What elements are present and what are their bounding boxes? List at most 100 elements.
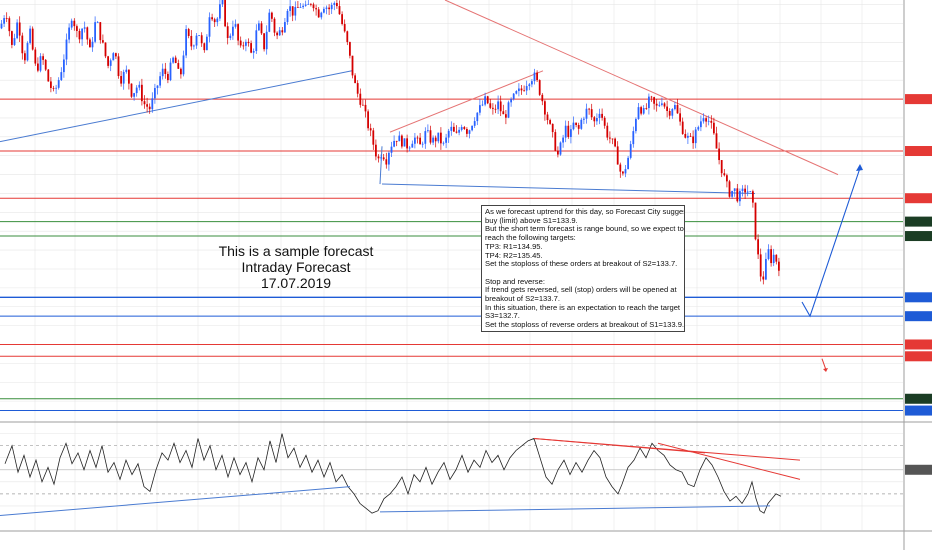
candle-body bbox=[299, 7, 302, 8]
candle-body bbox=[167, 73, 169, 81]
candle-body bbox=[720, 160, 723, 174]
candle-body bbox=[302, 5, 304, 8]
note-line: buy (limit) above S1=133.9. bbox=[485, 215, 578, 225]
candle-body bbox=[182, 55, 185, 75]
candle-body bbox=[554, 132, 557, 151]
candle-body bbox=[707, 120, 710, 122]
candle-body bbox=[414, 137, 416, 144]
candle-body bbox=[86, 27, 89, 40]
candle-body bbox=[424, 131, 427, 144]
candle-body bbox=[694, 129, 697, 144]
candle-body bbox=[596, 118, 598, 122]
candle-body bbox=[221, 0, 224, 5]
candle-body bbox=[611, 138, 614, 140]
candle-body bbox=[390, 146, 393, 153]
candle-body bbox=[304, 4, 307, 6]
candle-body bbox=[676, 105, 679, 114]
candle-body bbox=[588, 108, 590, 110]
grid bbox=[0, 0, 903, 530]
candle-body bbox=[395, 140, 398, 142]
candle-body bbox=[661, 103, 663, 105]
candle-body bbox=[24, 53, 26, 61]
forecast-note: As we forecast uptrend for this day, so … bbox=[481, 205, 685, 332]
candle-body bbox=[710, 120, 713, 123]
candle-body bbox=[180, 68, 182, 75]
candle-body bbox=[115, 53, 117, 57]
note-line: TP4: R2=135.45. bbox=[485, 250, 543, 260]
candle-body bbox=[718, 148, 720, 161]
candle-body bbox=[450, 126, 453, 131]
candle-body bbox=[700, 121, 702, 128]
candle-body bbox=[580, 119, 583, 129]
note-line: Set the stoploss of reverse orders at br… bbox=[485, 320, 685, 330]
candle-body bbox=[518, 88, 520, 92]
candle-body bbox=[174, 57, 177, 64]
candle-body bbox=[333, 3, 336, 5]
candle-body bbox=[258, 23, 260, 31]
candle-body bbox=[681, 121, 684, 134]
candle-body bbox=[767, 249, 770, 259]
candle-body bbox=[135, 87, 138, 94]
candle-body bbox=[133, 93, 135, 97]
candle-body bbox=[658, 104, 661, 106]
candle-body bbox=[749, 191, 752, 193]
trendlines bbox=[0, 0, 863, 372]
candle-body bbox=[336, 3, 338, 7]
candle-body bbox=[185, 29, 187, 56]
candle-body bbox=[255, 30, 258, 51]
candle-body bbox=[198, 35, 200, 37]
candle-body bbox=[50, 81, 52, 88]
candle-body bbox=[208, 17, 211, 37]
candle-body bbox=[762, 276, 765, 280]
trendline-red-channel bbox=[389, 70, 544, 133]
candle-body bbox=[736, 188, 739, 202]
candle-body bbox=[427, 130, 429, 132]
candle-body bbox=[697, 127, 700, 130]
candle-body bbox=[226, 26, 229, 39]
candle-body bbox=[609, 137, 611, 139]
osc-trendline-red-3 bbox=[657, 442, 801, 480]
candle-body bbox=[112, 53, 115, 61]
candle-body bbox=[161, 68, 164, 77]
candle-body bbox=[723, 173, 726, 176]
price-tag bbox=[905, 351, 932, 362]
candle-body bbox=[141, 84, 143, 102]
candle-body bbox=[380, 157, 382, 159]
candle-body bbox=[765, 258, 767, 280]
note-line: But the short term forecast is range bou… bbox=[485, 224, 684, 234]
candle-body bbox=[102, 40, 104, 43]
candle-body bbox=[525, 86, 528, 91]
candle-body bbox=[559, 142, 562, 155]
candle-body bbox=[515, 91, 518, 94]
price-tag bbox=[905, 292, 932, 303]
candle-body bbox=[544, 101, 546, 115]
candle-body bbox=[619, 164, 622, 172]
price-tag bbox=[905, 231, 932, 242]
candle-body bbox=[507, 102, 510, 118]
candle-body bbox=[289, 6, 291, 11]
candle-body bbox=[65, 39, 68, 60]
note-line: breakout of S2=133.7. bbox=[485, 294, 560, 304]
candle-body bbox=[731, 190, 733, 197]
candle-body bbox=[388, 152, 390, 165]
candle-body bbox=[551, 123, 554, 133]
candle-body bbox=[637, 107, 640, 119]
candle-body bbox=[156, 85, 159, 89]
candle-body bbox=[687, 135, 689, 138]
candle-body bbox=[96, 22, 99, 23]
candle-body bbox=[57, 80, 60, 88]
candle-body bbox=[653, 97, 655, 104]
candle-body bbox=[229, 35, 232, 39]
candle-body bbox=[268, 12, 271, 32]
candle-body bbox=[364, 104, 367, 112]
candle-body bbox=[297, 6, 299, 8]
candle-body bbox=[640, 107, 642, 114]
candle-body bbox=[671, 109, 674, 116]
candle-body bbox=[193, 45, 195, 47]
candle-body bbox=[13, 38, 16, 45]
candle-body bbox=[421, 143, 424, 145]
candle-body bbox=[648, 96, 650, 109]
candle-body bbox=[44, 59, 47, 70]
